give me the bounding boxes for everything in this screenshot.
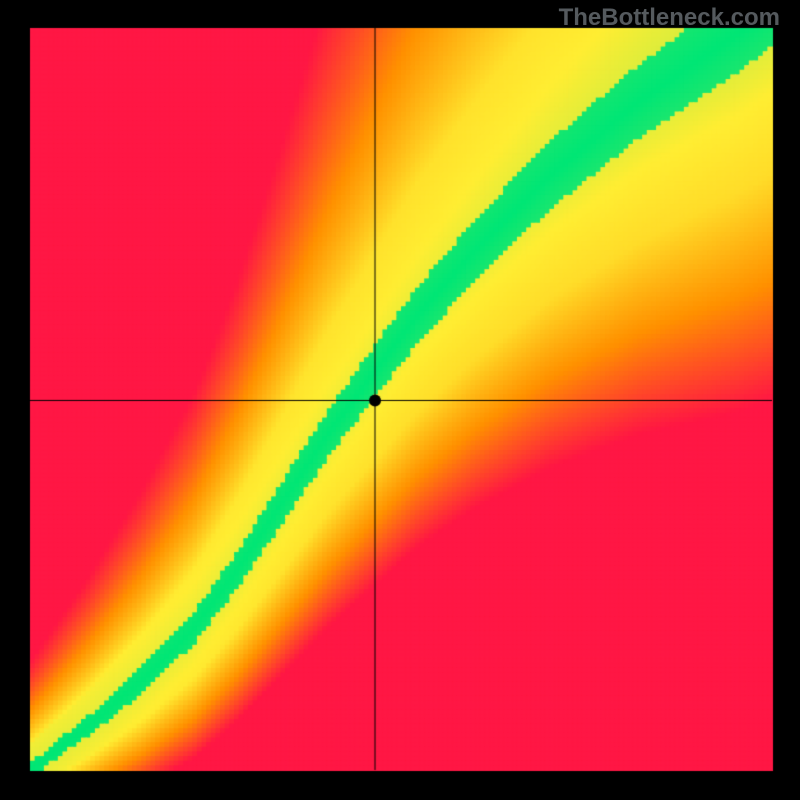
watermark-text: TheBottleneck.com — [559, 4, 780, 32]
bottleneck-heatmap — [0, 0, 800, 800]
chart-container: TheBottleneck.com — [0, 0, 800, 800]
